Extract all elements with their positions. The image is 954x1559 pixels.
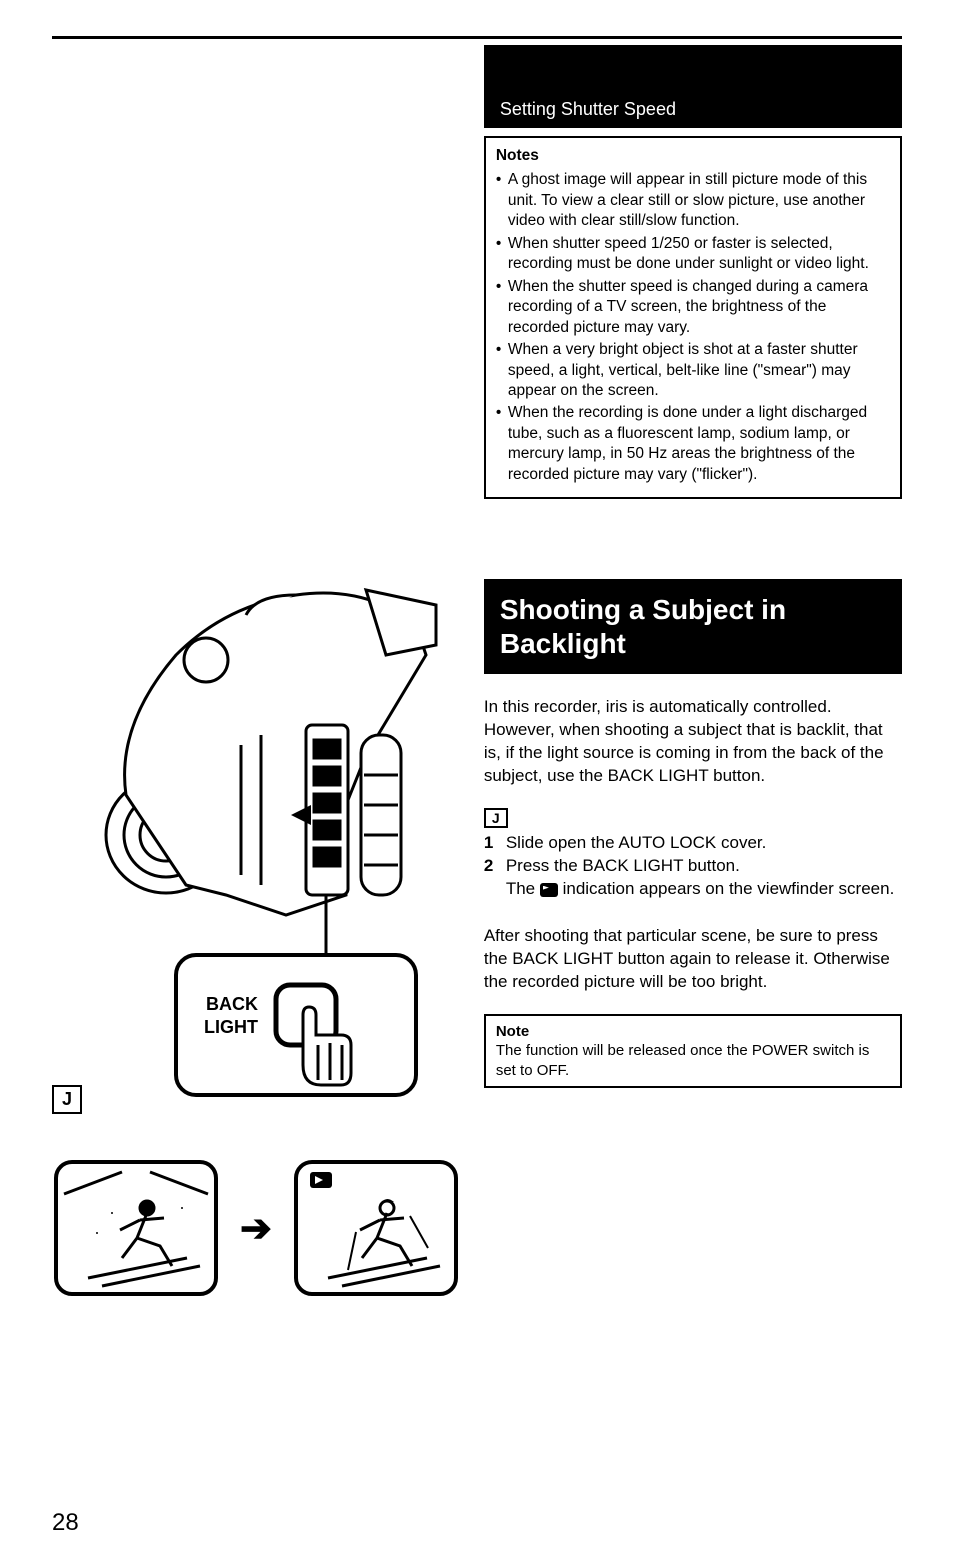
page-number: 28 (52, 1509, 79, 1537)
step-number: 1 (484, 832, 506, 855)
right-column: Setting Shutter Speed Notes A ghost imag… (484, 45, 902, 1298)
skier-before-icon (52, 1158, 220, 1298)
example-thumbnails: ➔ (52, 1158, 460, 1298)
notes-title: Notes (496, 146, 890, 166)
note-item: When shutter speed 1/250 or faster is se… (496, 234, 890, 275)
backlight-indicator-icon (540, 883, 558, 897)
camera-illustration: BACK LIGHT (86, 545, 456, 1105)
note-item: When the recording is done under a light… (496, 403, 890, 485)
steps: 1 Slide open the AUTO LOCK cover. 2 Pres… (484, 832, 902, 901)
note-title: Note (496, 1022, 890, 1042)
note-item: When a very bright object is shot at a f… (496, 340, 890, 401)
reference-tag-j: J (52, 1085, 82, 1114)
small-tag-j: J (484, 808, 508, 828)
intro-text: In this recorder, iris is automatically … (484, 696, 902, 788)
notes-list: A ghost image will appear in still pictu… (496, 170, 890, 485)
left-column: J (52, 45, 460, 1298)
step-number: 2 (484, 855, 506, 901)
note-box: Note The function will be released once … (484, 1014, 902, 1089)
two-column-layout: J (52, 45, 902, 1298)
arrow-icon: ➔ (240, 1206, 272, 1251)
manual-page: J (0, 0, 954, 1559)
after-text: After shooting that particular scene, be… (484, 925, 902, 994)
note-item: A ghost image will appear in still pictu… (496, 170, 890, 231)
step-row: 2 Press the BACK LIGHT button. The indic… (484, 855, 902, 901)
note-text: The function will be released once the P… (496, 1041, 890, 1080)
top-rule (52, 36, 902, 39)
note-item: When the shutter speed is changed during… (496, 277, 890, 338)
band-title: Setting Shutter Speed (500, 99, 676, 119)
section-title: Shooting a Subject in Backlight (484, 579, 902, 674)
notes-box: Notes A ghost image will appear in still… (484, 136, 902, 499)
step-row: 1 Slide open the AUTO LOCK cover. (484, 832, 902, 855)
step-text: Slide open the AUTO LOCK cover. (506, 832, 902, 855)
shutter-speed-band: Setting Shutter Speed (484, 45, 902, 128)
skier-after-icon (292, 1158, 460, 1298)
back-light-label-2: LIGHT (204, 1017, 258, 1037)
back-light-label: BACK (206, 994, 258, 1014)
step-text: Press the BACK LIGHT button. The indicat… (506, 855, 902, 901)
